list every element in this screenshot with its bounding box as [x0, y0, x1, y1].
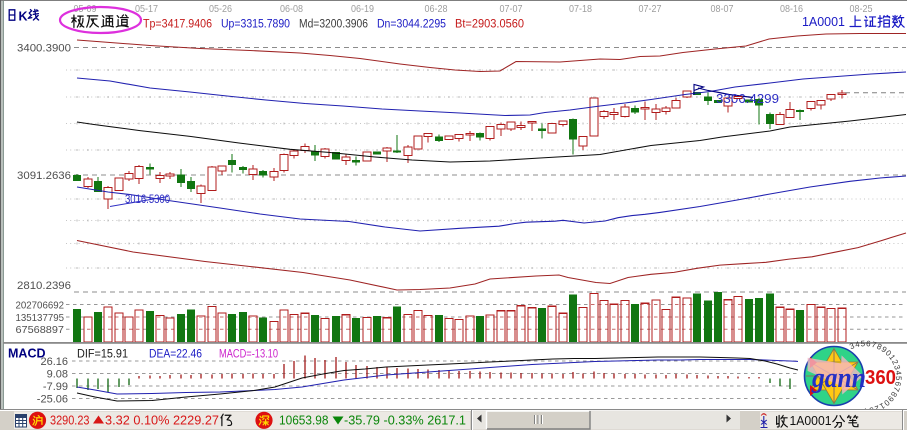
- svg-text:-25.06: -25.06: [37, 393, 68, 405]
- svg-text:3306.4299: 3306.4299: [716, 91, 779, 106]
- svg-text:Md=3200.3906: Md=3200.3906: [299, 17, 368, 31]
- svg-text:MACD=-13.10: MACD=-13.10: [219, 347, 278, 361]
- svg-text:67568897: 67568897: [16, 325, 65, 336]
- svg-text:3400.3900: 3400.3900: [17, 43, 71, 55]
- svg-text:DIF=15.91: DIF=15.91: [77, 347, 128, 361]
- svg-text:135137795: 135137795: [16, 313, 65, 324]
- svg-text:K: K: [19, 10, 28, 24]
- svg-text:MACD: MACD: [8, 347, 46, 361]
- svg-text:06-19: 06-19: [351, 3, 374, 15]
- svg-text:DEA=22.46: DEA=22.46: [149, 347, 202, 361]
- svg-text:Up=3315.7890: Up=3315.7890: [221, 17, 290, 31]
- svg-text:3016.5300: 3016.5300: [125, 194, 170, 206]
- svg-text:08-07: 08-07: [711, 3, 734, 15]
- svg-text:202706692: 202706692: [16, 300, 65, 311]
- svg-text:07-07: 07-07: [500, 3, 523, 15]
- svg-text:-35.79 -0.33% 2617.1: -35.79 -0.33% 2617.1: [344, 413, 466, 428]
- svg-text:10653.98: 10653.98: [279, 413, 329, 428]
- svg-text:-7.99: -7.99: [43, 381, 68, 393]
- svg-text:Tp=3417.9406: Tp=3417.9406: [143, 17, 212, 31]
- svg-text:06-08: 06-08: [280, 3, 303, 15]
- svg-text:3.32 0.10% 2229.27: 3.32 0.10% 2229.27: [105, 413, 219, 428]
- svg-text:26.16: 26.16: [40, 356, 68, 368]
- svg-text:05-26: 05-26: [209, 3, 232, 15]
- svg-text:1A0001: 1A0001: [790, 413, 832, 428]
- svg-text:9.08: 9.08: [47, 369, 68, 381]
- svg-text:07-18: 07-18: [569, 3, 592, 15]
- svg-text:Bt=2903.0560: Bt=2903.0560: [455, 17, 524, 31]
- svg-text:2810.2396: 2810.2396: [17, 280, 71, 292]
- svg-text:Dn=3044.2295: Dn=3044.2295: [377, 17, 446, 31]
- svg-text:06-28: 06-28: [425, 3, 448, 15]
- svg-text:3290.23: 3290.23: [50, 413, 90, 428]
- svg-text:07-27: 07-27: [639, 3, 662, 15]
- svg-text:08-16: 08-16: [780, 3, 803, 15]
- svg-text:08-25: 08-25: [850, 3, 873, 15]
- svg-text:gann: gann: [811, 362, 866, 394]
- svg-text:05-17: 05-17: [135, 3, 158, 15]
- svg-text:3091.2636: 3091.2636: [17, 170, 71, 182]
- svg-text:1A0001: 1A0001: [802, 15, 845, 29]
- svg-text:360: 360: [865, 367, 896, 389]
